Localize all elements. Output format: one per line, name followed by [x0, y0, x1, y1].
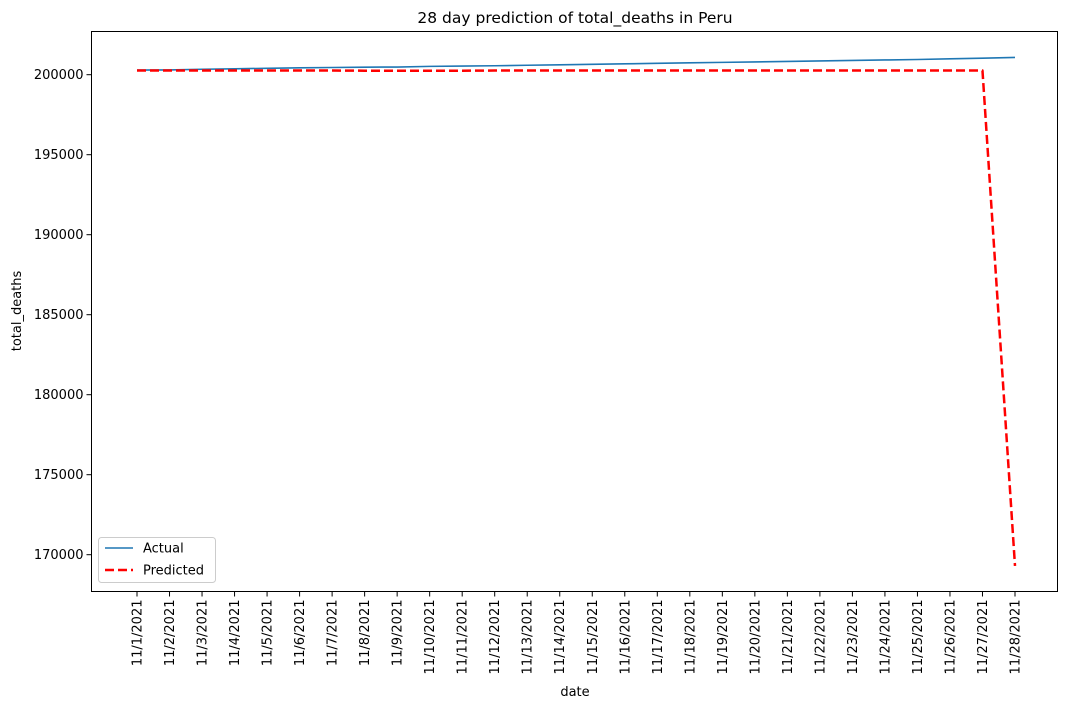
y-tick-label: 200000 — [34, 68, 84, 83]
x-tick-label: 11/5/2021 — [261, 600, 276, 667]
y-tick-label: 185000 — [34, 308, 84, 323]
series-line-actual — [136, 56, 1016, 71]
x-tick-label: 11/11/2021 — [456, 600, 471, 675]
legend: Actual Predicted — [98, 537, 216, 583]
series-line-predicted — [137, 69, 1017, 566]
x-tick-label: 11/15/2021 — [586, 600, 601, 675]
x-tick-label: 11/19/2021 — [716, 600, 731, 675]
x-tick-label: 11/10/2021 — [423, 600, 438, 675]
x-tick-label: 11/12/2021 — [488, 600, 503, 675]
y-tick-label: 190000 — [34, 228, 84, 243]
y-tick-label: 175000 — [34, 468, 84, 483]
x-tick-label: 11/28/2021 — [1009, 600, 1024, 675]
x-tick-label: 11/17/2021 — [651, 600, 666, 675]
x-tick-label: 11/20/2021 — [748, 600, 763, 675]
series-layer — [136, 56, 1017, 566]
plot-frame — [91, 31, 1058, 592]
y-axis: 170000 175000 180000 185000 190000 195000 2000… — [34, 68, 92, 563]
x-tick-label: 11/3/2021 — [196, 600, 211, 667]
x-tick-label: 11/2/2021 — [163, 600, 178, 667]
x-tick-label: 11/4/2021 — [228, 600, 243, 667]
legend-label-actual: Actual — [143, 542, 184, 557]
y-tick-label: 195000 — [34, 148, 84, 163]
x-tick-label: 11/21/2021 — [781, 600, 796, 675]
chart-title: 28 day prediction of total_deaths in Per… — [417, 9, 732, 28]
x-tick-label: 11/1/2021 — [131, 600, 146, 667]
x-tick-label: 11/18/2021 — [683, 600, 698, 675]
x-tick-label: 11/9/2021 — [391, 600, 406, 667]
x-tick-label: 11/27/2021 — [976, 600, 991, 675]
x-tick-label: 11/16/2021 — [618, 600, 633, 675]
y-tick-label: 170000 — [34, 548, 84, 563]
x-tick-label: 11/23/2021 — [846, 600, 861, 675]
y-axis-label: total_deaths — [10, 271, 25, 352]
x-tick-label: 11/8/2021 — [358, 600, 373, 667]
x-axis: 11/1/2021 11/2/2021 11/3/2021 11/4/2021 11/5… — [131, 591, 1024, 675]
x-axis-label: date — [560, 685, 589, 700]
y-tick-label: 180000 — [34, 388, 84, 403]
x-tick-label: 11/6/2021 — [293, 600, 308, 667]
x-tick-label: 11/7/2021 — [326, 600, 341, 667]
x-tick-label: 11/25/2021 — [911, 600, 926, 675]
x-tick-label: 11/22/2021 — [813, 600, 828, 675]
x-tick-label: 11/26/2021 — [943, 600, 958, 675]
x-tick-label: 11/13/2021 — [521, 600, 536, 675]
x-tick-label: 11/24/2021 — [878, 600, 893, 675]
x-tick-label: 11/14/2021 — [553, 600, 568, 675]
legend-label-predicted: Predicted — [143, 564, 204, 579]
